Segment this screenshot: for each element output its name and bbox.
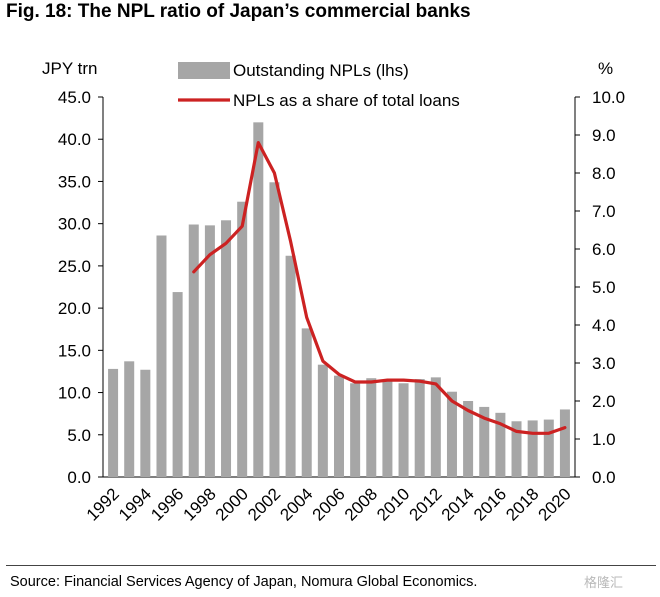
legend-label-line: NPLs as a share of total loans — [233, 91, 460, 110]
x-tick-label: 1996 — [147, 484, 187, 524]
source-divider — [6, 565, 656, 566]
watermark-logo: 格隆汇 — [584, 576, 624, 591]
bar — [140, 369, 151, 477]
bar — [527, 420, 538, 477]
bar-series — [108, 122, 570, 478]
bar — [237, 201, 248, 477]
bar — [124, 361, 135, 477]
bar — [172, 292, 183, 477]
bar — [559, 409, 570, 477]
x-tick-label: 1994 — [115, 484, 155, 524]
bar — [221, 220, 232, 478]
bar — [398, 383, 409, 477]
bar — [108, 368, 119, 477]
npl-ratio-line — [192, 141, 567, 435]
left-tick-label: 40.0 — [58, 130, 91, 149]
right-tick-label: 5.0 — [592, 278, 616, 297]
bar — [333, 375, 345, 477]
bar — [430, 377, 441, 477]
left-tick-label: 45.0 — [58, 88, 91, 107]
x-tick-label: 1992 — [83, 484, 123, 524]
bar — [156, 235, 167, 477]
x-tick-label: 2002 — [244, 484, 284, 524]
bar — [188, 224, 199, 477]
bar — [479, 406, 490, 477]
left-axis-unit: JPY trn — [42, 59, 97, 78]
bar — [463, 401, 474, 477]
bar — [204, 225, 215, 477]
x-tick-label: 2016 — [470, 484, 510, 524]
right-tick-label: 6.0 — [592, 240, 616, 259]
bar — [269, 182, 280, 478]
legend-label-bars: Outstanding NPLs (lhs) — [233, 61, 409, 80]
bar — [350, 383, 361, 477]
bar — [317, 364, 328, 477]
bar — [495, 412, 506, 477]
x-tick-label: 2000 — [212, 484, 252, 524]
bar — [285, 255, 296, 477]
bar — [301, 328, 312, 477]
right-tick-label: 8.0 — [592, 164, 616, 183]
bar — [382, 380, 393, 477]
left-tick-label: 35.0 — [58, 172, 91, 191]
right-tick-label: 9.0 — [592, 126, 616, 145]
left-tick-label: 30.0 — [58, 215, 91, 234]
line-series — [192, 141, 567, 435]
right-tick-label: 7.0 — [592, 202, 616, 221]
source-note: Source: Financial Services Agency of Jap… — [10, 574, 478, 590]
x-tick-label: 2012 — [405, 484, 445, 524]
x-tick-label: 2008 — [341, 484, 381, 524]
right-tick-label: 2.0 — [592, 392, 616, 411]
bar — [366, 378, 377, 477]
left-tick-label: 0.0 — [67, 468, 91, 487]
left-tick-label: 15.0 — [58, 341, 91, 360]
x-tick-label: 2004 — [276, 484, 316, 524]
bar — [511, 421, 522, 477]
chart-title: Fig. 18: The NPL ratio of Japan’s commer… — [6, 1, 471, 22]
right-tick-label: 10.0 — [592, 88, 625, 107]
left-tick-label: 10.0 — [58, 384, 91, 403]
x-tick-label: 2006 — [309, 484, 349, 524]
bar — [414, 379, 425, 477]
left-tick-label: 5.0 — [67, 426, 91, 445]
x-tick-label: 1998 — [180, 484, 220, 524]
right-tick-label: 4.0 — [592, 316, 616, 335]
legend-swatch-bars — [178, 62, 230, 79]
chart: 0.0 5.0 10.0 15.0 20.0 25.0 30.0 35.0 40.0 45.0 0.… — [42, 59, 625, 525]
bar — [253, 122, 264, 477]
x-tick-label: 2010 — [373, 484, 413, 524]
right-tick-label: 1.0 — [592, 430, 616, 449]
x-tick-label: 2014 — [438, 484, 478, 524]
right-tick-label: 0.0 — [592, 468, 616, 487]
left-tick-label: 25.0 — [58, 257, 91, 276]
bar — [446, 391, 457, 477]
bar — [543, 419, 554, 477]
legend: Outstanding NPLs (lhs) NPLs as a share of… — [178, 61, 460, 110]
x-tick-label: 2020 — [535, 484, 575, 524]
right-tick-label: 3.0 — [592, 354, 616, 373]
left-tick-label: 20.0 — [58, 299, 91, 318]
x-tick-label: 2018 — [502, 484, 542, 524]
right-axis-unit: % — [598, 59, 613, 78]
